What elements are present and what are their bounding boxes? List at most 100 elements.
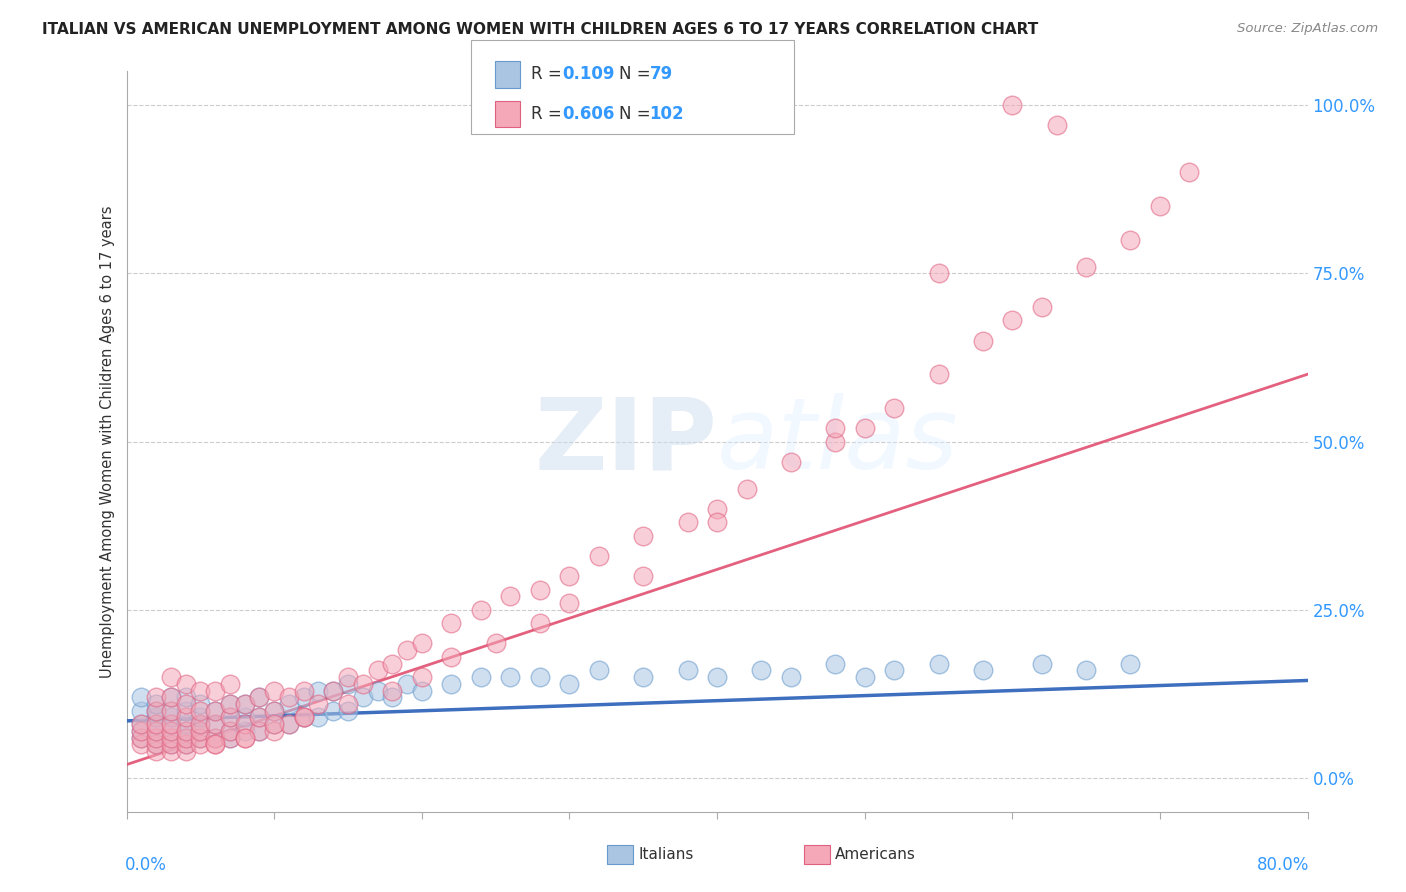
Text: R =: R =	[531, 105, 568, 123]
Point	[249, 690, 271, 705]
Point	[1076, 260, 1098, 274]
Text: Source: ZipAtlas.com: Source: ZipAtlas.com	[1237, 22, 1378, 36]
Text: 80.0%: 80.0%	[1257, 856, 1309, 874]
Point	[145, 731, 167, 745]
Point	[188, 704, 212, 718]
Text: 79: 79	[650, 65, 673, 83]
Point	[263, 683, 285, 698]
Text: Italians: Italians	[638, 847, 693, 862]
Point	[219, 677, 242, 691]
Point	[188, 717, 212, 731]
Point	[145, 738, 167, 752]
Text: Americans: Americans	[835, 847, 917, 862]
Point	[174, 738, 197, 752]
Point	[129, 690, 153, 705]
Point	[174, 731, 197, 745]
Point	[249, 690, 271, 705]
Point	[174, 704, 197, 718]
Point	[174, 710, 197, 724]
Point	[188, 710, 212, 724]
Point	[174, 690, 197, 705]
Point	[440, 649, 463, 664]
Point	[160, 690, 183, 705]
Point	[883, 664, 905, 678]
Point	[233, 731, 256, 745]
Point	[219, 731, 242, 745]
Point	[129, 717, 153, 731]
Point	[1119, 233, 1142, 247]
Point	[249, 710, 271, 724]
Point	[292, 683, 315, 698]
Point	[499, 670, 522, 684]
Point	[411, 670, 433, 684]
Point	[219, 723, 242, 738]
Point	[233, 723, 256, 738]
Point	[322, 704, 344, 718]
Point	[160, 704, 183, 718]
Point	[396, 677, 419, 691]
Point	[249, 723, 271, 738]
Point	[381, 683, 404, 698]
Point	[160, 690, 183, 705]
Point	[160, 723, 183, 738]
Point	[853, 670, 876, 684]
Point	[219, 697, 242, 711]
Point	[188, 697, 212, 711]
Point	[160, 710, 183, 724]
Point	[233, 697, 256, 711]
Point	[174, 723, 197, 738]
Point	[160, 744, 183, 758]
Text: ZIP: ZIP	[534, 393, 717, 490]
Point	[928, 368, 950, 382]
Point	[928, 266, 950, 280]
Point	[1031, 300, 1053, 314]
Point	[853, 421, 876, 435]
Point	[367, 664, 389, 678]
Text: atlas: atlas	[717, 393, 959, 490]
Point	[160, 717, 183, 731]
Point	[352, 677, 374, 691]
Point	[204, 738, 226, 752]
Point	[129, 731, 153, 745]
Point	[381, 657, 404, 671]
Point	[188, 731, 212, 745]
Point	[1119, 657, 1142, 671]
Point	[558, 677, 581, 691]
Text: 0.606: 0.606	[562, 105, 614, 123]
Point	[219, 731, 242, 745]
Point	[633, 569, 655, 583]
Point	[499, 590, 522, 604]
Point	[160, 731, 183, 745]
Point	[174, 738, 197, 752]
Text: N =: N =	[619, 105, 655, 123]
Text: 0.0%: 0.0%	[125, 856, 167, 874]
Point	[352, 690, 374, 705]
Point	[160, 723, 183, 738]
Point	[233, 717, 256, 731]
Point	[233, 697, 256, 711]
Point	[706, 501, 728, 516]
Text: 102: 102	[650, 105, 685, 123]
Point	[529, 616, 551, 631]
Point	[308, 683, 330, 698]
Point	[174, 723, 197, 738]
Point	[1031, 657, 1053, 671]
Point	[337, 677, 360, 691]
Text: ITALIAN VS AMERICAN UNEMPLOYMENT AMONG WOMEN WITH CHILDREN AGES 6 TO 17 YEARS CO: ITALIAN VS AMERICAN UNEMPLOYMENT AMONG W…	[42, 22, 1039, 37]
Point	[145, 723, 167, 738]
Point	[145, 710, 167, 724]
Point	[322, 683, 344, 698]
Point	[233, 710, 256, 724]
Point	[824, 657, 846, 671]
Point	[145, 744, 167, 758]
Y-axis label: Unemployment Among Women with Children Ages 6 to 17 years: Unemployment Among Women with Children A…	[100, 205, 115, 678]
Point	[972, 334, 994, 348]
Point	[735, 482, 758, 496]
Point	[188, 731, 212, 745]
Point	[1076, 664, 1098, 678]
Point	[219, 697, 242, 711]
Point	[263, 704, 285, 718]
Point	[145, 731, 167, 745]
Point	[367, 683, 389, 698]
Point	[633, 529, 655, 543]
